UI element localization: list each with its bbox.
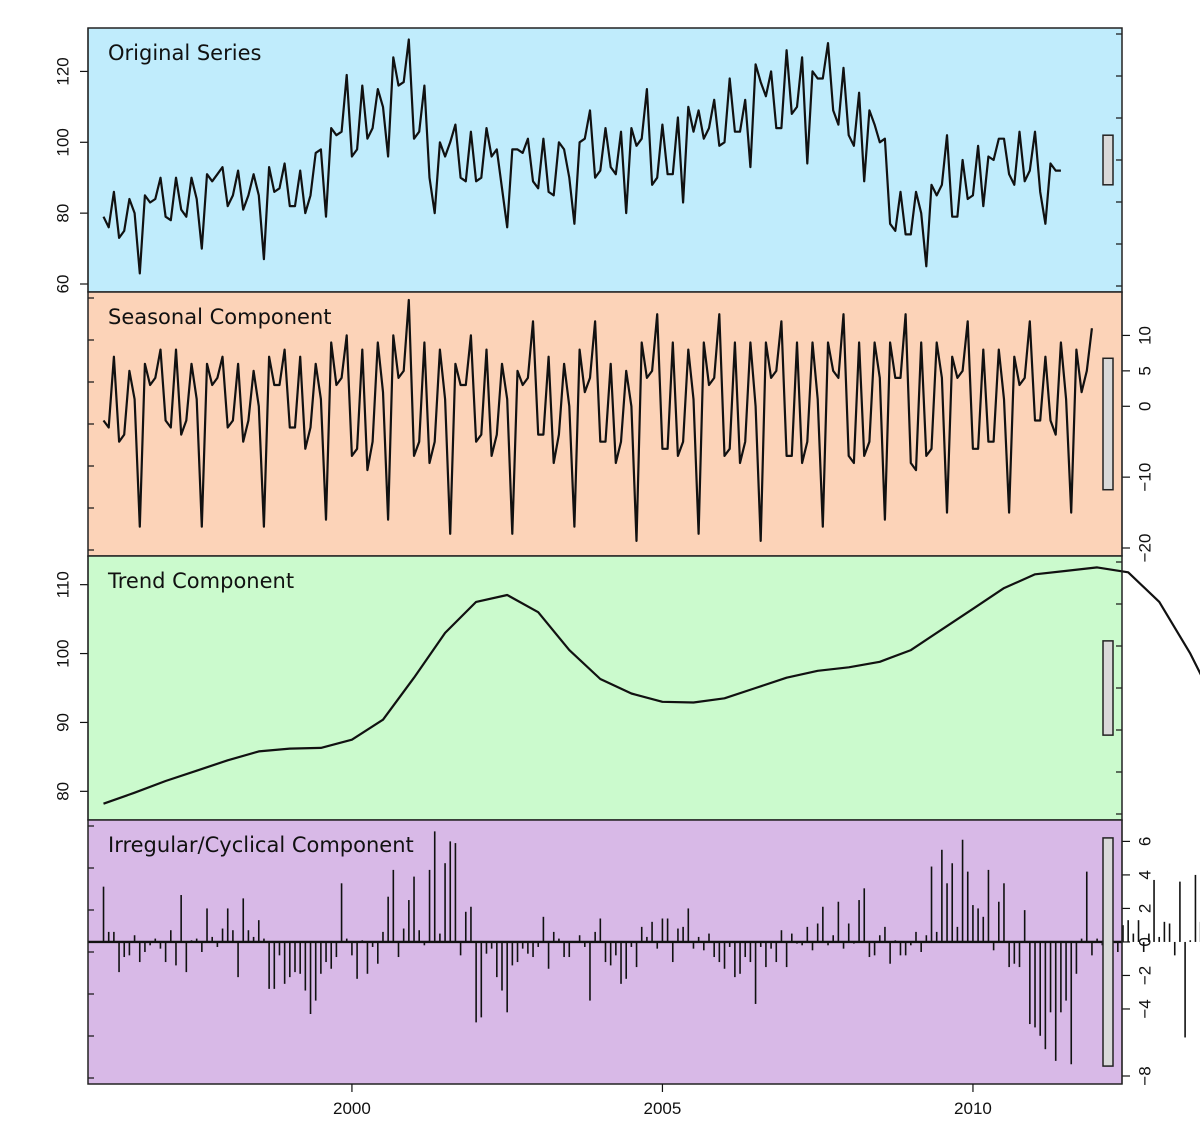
trend-component-panel: Trend Component 80 90 100 110 bbox=[53, 555, 1200, 821]
original-series-line bbox=[102, 38, 1061, 275]
seasonal-component-scale-bar bbox=[1102, 357, 1114, 491]
trend-component-line bbox=[103, 566, 1200, 805]
trend-component-scale-bar bbox=[1102, 640, 1114, 736]
irregular-cyclical-component-panel: Irregular/Cyclical Component −8 −4 −2 0 2 4 6 bbox=[87, 819, 1200, 1086]
trend-component-y-tick-label: 100 bbox=[53, 639, 72, 667]
seasonal-component-y-tick-label: 5 bbox=[1135, 366, 1154, 375]
trend-component-title: Trend Component bbox=[107, 569, 294, 593]
original-series-background bbox=[88, 28, 1122, 292]
x-axis: 2000 2005 2010 bbox=[333, 1084, 992, 1118]
seasonal-component-y-tick-label: −10 bbox=[1135, 463, 1154, 492]
x-tick-label: 2000 bbox=[333, 1099, 371, 1118]
irregular-cyclical-component-y-tick-label: −2 bbox=[1135, 966, 1154, 985]
original-series-y-tick-label: 100 bbox=[53, 128, 72, 156]
seasonal-component-y-tick-label: 0 bbox=[1135, 402, 1154, 411]
trend-component-y-tick-label: 110 bbox=[53, 571, 72, 598]
irregular-cyclical-component-frame bbox=[87, 819, 1123, 1085]
irregular-cyclical-component-y-tick-label: −4 bbox=[1135, 999, 1154, 1018]
original-series-y-tick-label: 120 bbox=[53, 57, 72, 85]
original-series-title: Original Series bbox=[108, 41, 261, 65]
seasonal-component-y-tick-label: −20 bbox=[1135, 534, 1154, 563]
original-series-y-tick-label: 80 bbox=[53, 204, 72, 223]
seasonal-component-y-tick-label: 10 bbox=[1135, 326, 1154, 345]
seasonal-component-title: Seasonal Component bbox=[108, 305, 332, 329]
irregular-cyclical-component-title: Irregular/Cyclical Component bbox=[108, 833, 414, 857]
trend-component-y-tick-label: 80 bbox=[53, 782, 72, 801]
x-tick-label: 2010 bbox=[954, 1099, 992, 1118]
seasonal-component-panel: Seasonal Component −20 −10 0 5 10 bbox=[87, 291, 1154, 563]
seasonal-component-line bbox=[102, 298, 1093, 542]
irregular-cyclical-component-y-tick-label: 4 bbox=[1135, 870, 1154, 879]
irregular-cyclical-component-y-tick-label: 2 bbox=[1135, 904, 1154, 913]
irregular-cyclical-component-y-tick-label: 6 bbox=[1135, 837, 1154, 846]
irregular-cyclical-component-y-tick-label: 0 bbox=[1135, 937, 1154, 946]
trend-component-y-tick-label: 90 bbox=[53, 713, 72, 732]
trend-component-background bbox=[88, 556, 1122, 820]
original-series-y-tick-label: 60 bbox=[53, 275, 72, 294]
irregular-cyclical-component-scale-bar bbox=[1102, 837, 1114, 1067]
irregular-cyclical-component-y-tick-label: −8 bbox=[1135, 1066, 1154, 1085]
original-series-panel: Original Series 60 80 100 120 bbox=[53, 27, 1123, 294]
x-tick-label: 2005 bbox=[644, 1099, 682, 1118]
original-series-scale-bar bbox=[1102, 134, 1114, 186]
